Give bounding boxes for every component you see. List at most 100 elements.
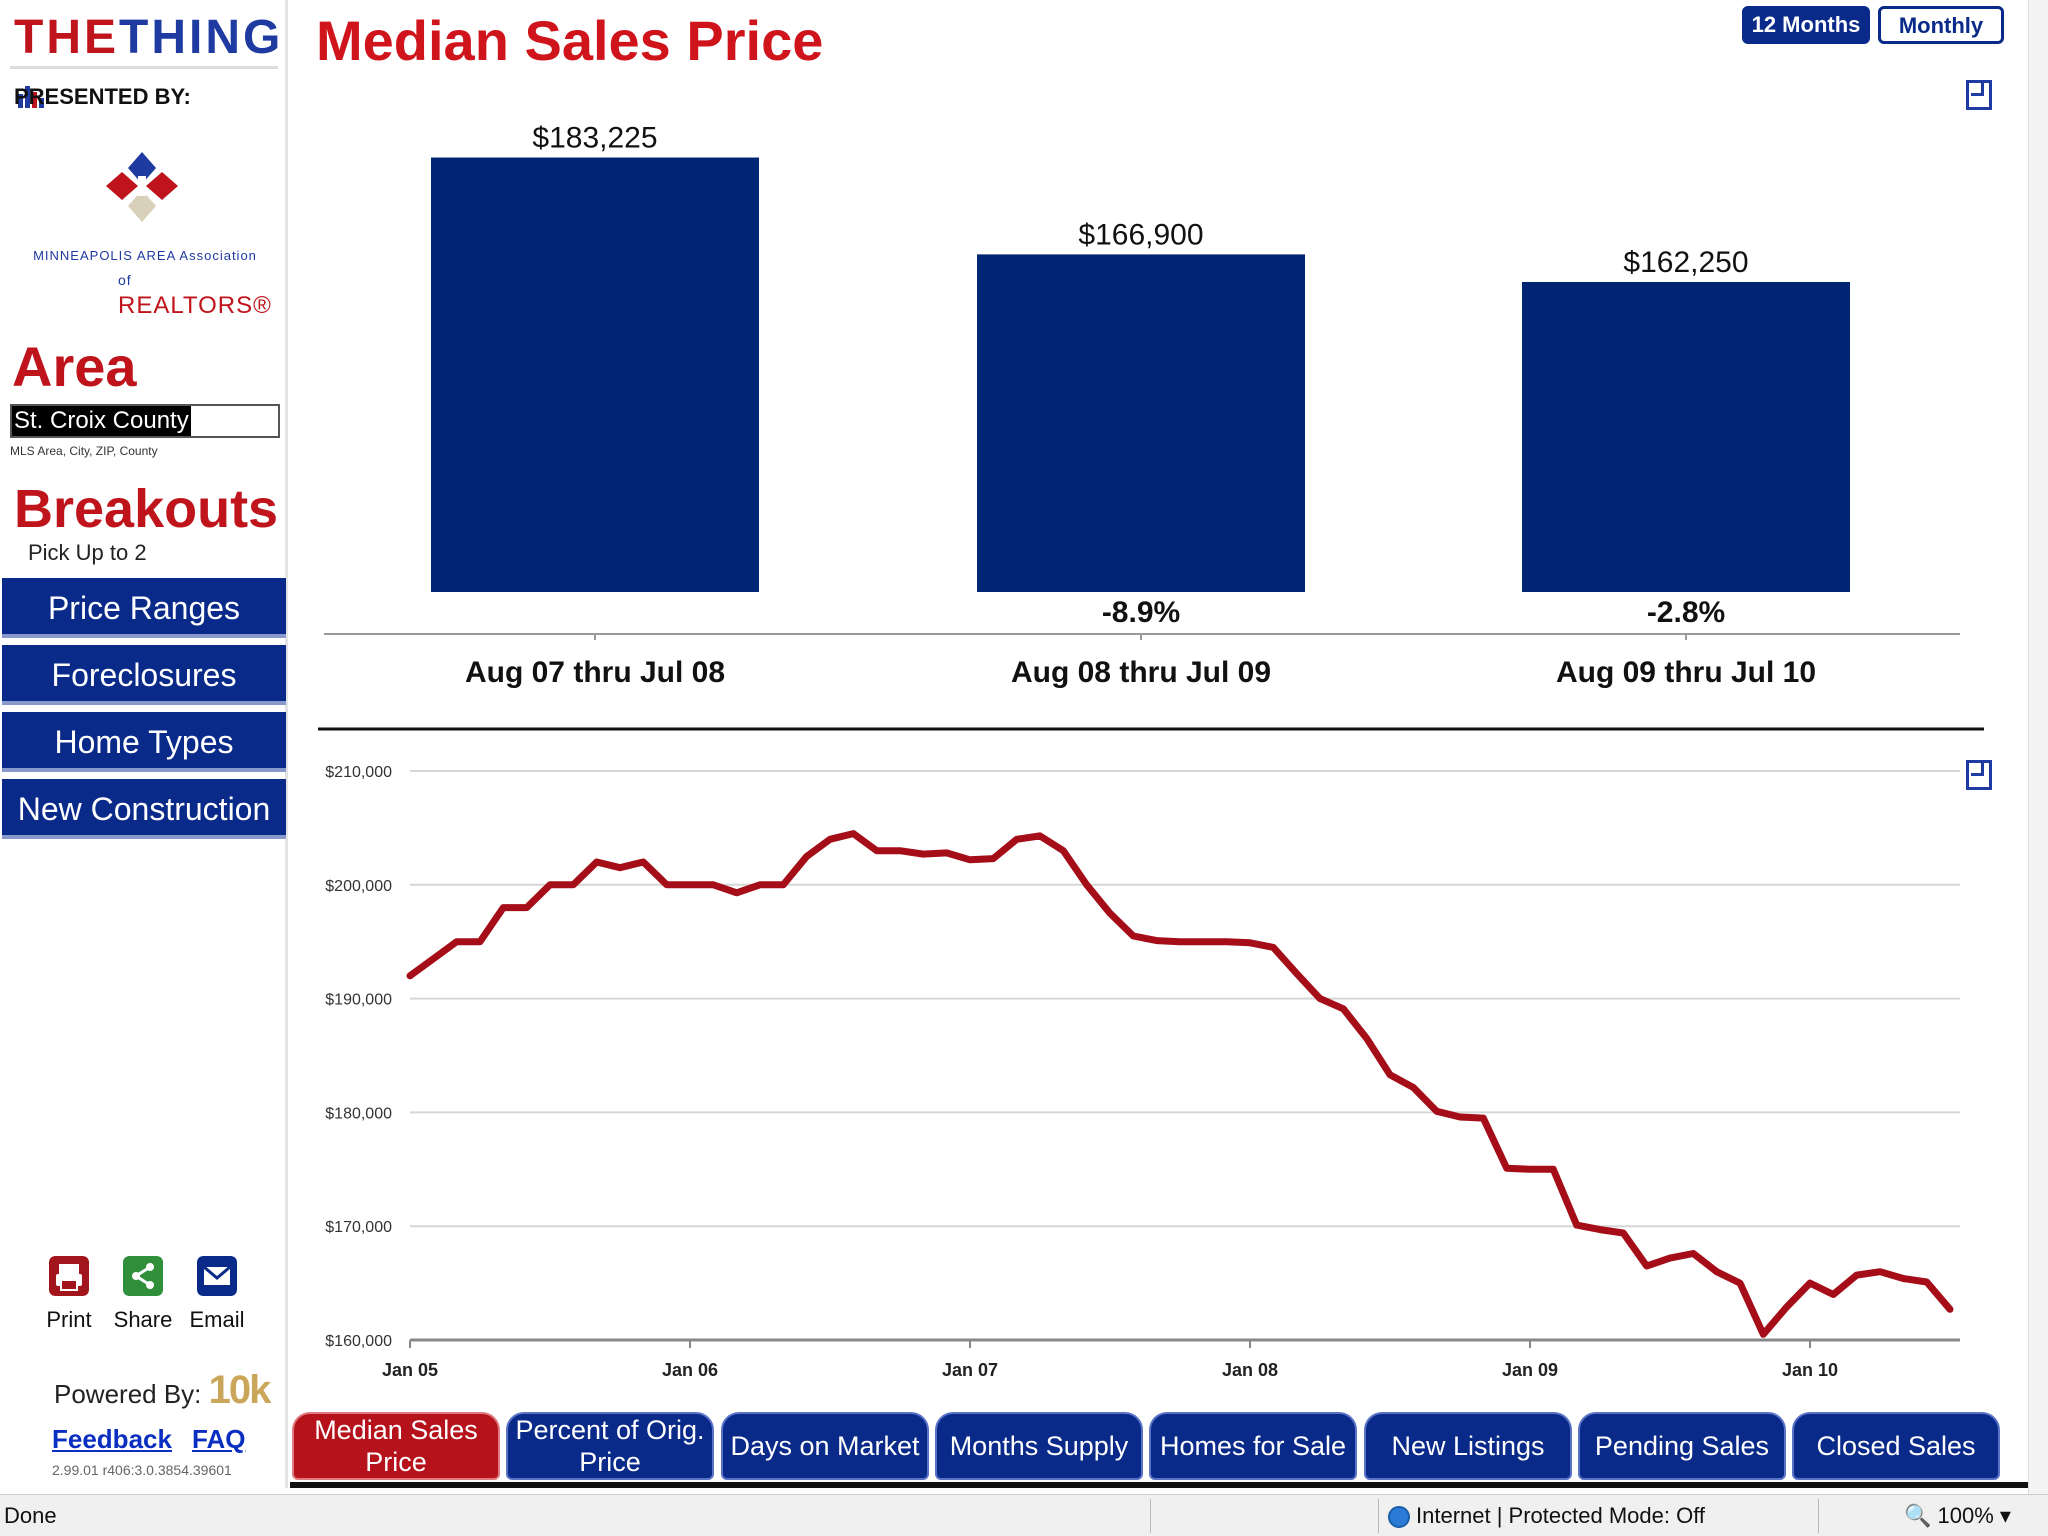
tab-percent-of-orig-price[interactable]: Percent of Orig. Price <box>506 1412 714 1480</box>
y-tick-label: $160,000 <box>325 1333 392 1350</box>
org-name-line1: MINNEAPOLIS AREA Association <box>33 248 257 263</box>
zoom-level: 100% <box>1937 1503 1994 1528</box>
org-name-of: of <box>118 272 132 288</box>
bottom-divider <box>290 1482 2048 1488</box>
feedback-link[interactable]: Feedback <box>52 1424 172 1454</box>
email-button[interactable]: Email <box>182 1256 252 1333</box>
bar-change-label: -2.8% <box>1647 596 1725 629</box>
area-input-value: St. Croix County <box>12 406 191 436</box>
tab-label: New Listings <box>1391 1430 1544 1462</box>
x-tick-label: Jan 10 <box>1782 1360 1838 1380</box>
bar-change-label: -8.9% <box>1102 596 1180 629</box>
nav-foreclosures[interactable]: Foreclosures <box>2 645 286 705</box>
email-icon <box>197 1256 237 1296</box>
status-text: Done <box>4 1503 57 1528</box>
brand-part1: THE <box>14 11 119 64</box>
tab-closed-sales[interactable]: Closed Sales <box>1792 1412 2000 1480</box>
toggle-monthly[interactable]: Monthly <box>1878 6 2004 44</box>
print-icon <box>49 1256 89 1296</box>
bar-value-label: $166,900 <box>1078 218 1203 251</box>
brand-logo: THETHING <box>14 10 285 120</box>
bar-value-label: $183,225 <box>532 122 657 155</box>
powered-by: Powered By: 10k <box>54 1368 272 1413</box>
tab-label-line1: Days on Market <box>730 1430 920 1461</box>
y-tick-label: $200,000 <box>325 878 392 895</box>
tab-median-sales-price[interactable]: Median Sales Price <box>292 1412 500 1480</box>
bar-chart: $183,225 Aug 07 thru Jul 08 $166,900 -8.9% A… <box>318 122 1984 731</box>
realtors-logo-icon <box>106 152 178 222</box>
bar-value-label: $162,250 <box>1623 246 1748 279</box>
tab-label-line1: Pending Sales <box>1594 1430 1770 1461</box>
presented-by-label: PRESENTED BY: <box>14 84 191 109</box>
status-separator <box>1378 1499 1379 1533</box>
y-tick-label: $170,000 <box>325 1219 392 1236</box>
print-label: Print <box>46 1307 92 1332</box>
tab-label-line2: Price <box>579 1447 641 1477</box>
x-tick-label: Jan 05 <box>382 1360 438 1380</box>
status-separator <box>1150 1499 1151 1533</box>
area-hint: MLS Area, City, ZIP, County <box>10 444 158 458</box>
tab-label-line1: Months Supply <box>949 1430 1129 1461</box>
tab-new-listings[interactable]: New Listings <box>1364 1412 1572 1480</box>
median-price-series-line <box>406 830 1954 1338</box>
brand-part2: THING <box>119 11 284 64</box>
bar-chart-icon <box>18 86 44 108</box>
email-label: Email <box>189 1307 245 1332</box>
tab-label: Months Supply <box>950 1430 1129 1462</box>
tab-label: Percent of Orig. Price <box>515 1414 704 1479</box>
share-button[interactable]: Share <box>108 1256 178 1333</box>
tab-label-line1: Homes for Sale <box>1159 1430 1347 1461</box>
area-heading: Area <box>12 335 137 398</box>
tab-days-on-market[interactable]: Days on Market <box>721 1412 929 1480</box>
globe-icon <box>1388 1506 1410 1529</box>
toggle-12-months[interactable]: 12 Months <box>1742 6 1870 44</box>
y-tick-label: $180,000 <box>325 1105 392 1122</box>
nav-home-types[interactable]: Home Types <box>2 712 286 772</box>
bar-category-label: Aug 09 thru Jul 10 <box>1556 656 1816 689</box>
tab-label: Closed Sales <box>1816 1430 1975 1462</box>
bar <box>977 254 1305 593</box>
line-chart: $160,000 $170,000 $180,000 $190,000 $200,000… <box>325 764 1960 1380</box>
nav-price-ranges[interactable]: Price Ranges <box>2 578 286 638</box>
tab-label: Median Sales Price <box>314 1414 478 1479</box>
y-tick-label: $210,000 <box>325 764 392 781</box>
tab-label-line1: Median Sales <box>314 1414 478 1445</box>
org-name-line2: of REALTORS® <box>118 264 285 320</box>
version-text: 2.99.01 r406:3.0.3854.39601 <box>52 1462 232 1478</box>
tab-label: Homes for Sale <box>1160 1430 1346 1462</box>
expand-line-chart-icon[interactable] <box>1966 760 1992 790</box>
bar <box>431 157 759 592</box>
x-tick-label: Jan 09 <box>1502 1360 1558 1380</box>
faq-link[interactable]: FAQ <box>192 1424 246 1454</box>
expand-bar-chart-icon[interactable] <box>1966 80 1992 110</box>
tab-months-supply[interactable]: Months Supply <box>935 1412 1143 1480</box>
zoom-control[interactable]: 🔍 100% ▾ <box>1904 1503 2011 1528</box>
tab-pending-sales[interactable]: Pending Sales <box>1578 1412 1786 1480</box>
bar-category-label: Aug 08 thru Jul 09 <box>1011 656 1271 689</box>
bar-category-label: Aug 07 thru Jul 08 <box>465 656 725 689</box>
tab-label-line1: Closed Sales <box>1816 1430 1976 1461</box>
tab-label-line1: New Listings <box>1391 1430 1545 1461</box>
brand-divider <box>10 66 278 69</box>
nav-new-construction[interactable]: New Construction <box>2 779 286 839</box>
breakouts-heading: Breakouts <box>14 479 279 539</box>
x-tick-label: Jan 06 <box>662 1360 718 1380</box>
zoom-icon: 🔍 <box>1904 1503 1932 1528</box>
tab-label-line2: Price <box>365 1447 427 1477</box>
org-name-realtors: REALTORS® <box>118 292 272 319</box>
x-tick-label: Jan 07 <box>942 1360 998 1380</box>
powered-by-label: Powered By: <box>54 1379 202 1409</box>
status-separator <box>1818 1499 1819 1533</box>
area-input[interactable]: St. Croix County <box>10 404 280 438</box>
tab-label: Days on Market <box>730 1430 919 1462</box>
tenk-logo: 10k <box>208 1368 272 1412</box>
status-bar: Done Internet | Protected Mode: Off 🔍 10… <box>0 1494 2048 1536</box>
scrollbar[interactable] <box>2028 0 2048 1494</box>
print-button[interactable]: Print <box>34 1256 104 1333</box>
sidebar: THETHING PRESENTED BY: MINNEAPOLIS AREA … <box>0 0 288 1488</box>
security-zone-text: Internet | Protected Mode: Off <box>1416 1503 1706 1528</box>
tab-homes-for-sale[interactable]: Homes for Sale <box>1149 1412 1357 1480</box>
breakouts-hint: Pick Up to 2 <box>28 540 147 565</box>
share-icon <box>123 1256 163 1296</box>
share-label: Share <box>113 1307 173 1332</box>
